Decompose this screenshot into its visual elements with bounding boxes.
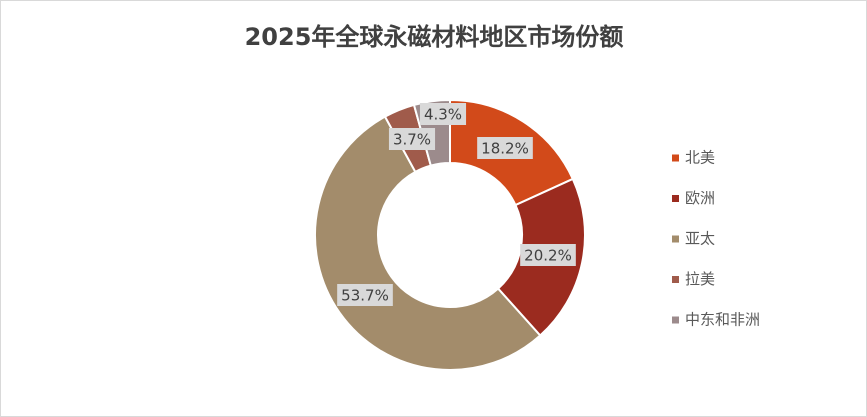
data-label-group: 53.7% [337, 284, 393, 306]
donut-slice [314, 115, 542, 371]
legend-marker [672, 154, 679, 162]
data-label-group: 3.7% [388, 128, 436, 150]
data-label-group: 4.3% [419, 103, 467, 125]
data-label-group: 20.2% [520, 244, 576, 266]
data-label: 4.3% [424, 106, 462, 124]
legend-marker [672, 195, 679, 202]
legend-label: 欧洲 [685, 189, 715, 207]
chart-title: 2025年全球永磁材料地区市场份额 [245, 23, 624, 51]
data-label: 53.7% [341, 287, 389, 305]
legend-marker [672, 235, 679, 243]
data-label-box [388, 128, 436, 150]
data-label-group: 18.2% [477, 137, 533, 159]
legend-marker [672, 276, 679, 283]
data-label-box [337, 284, 393, 306]
data-label-box [520, 244, 576, 266]
data-label-box [419, 103, 467, 125]
legend-label: 亚太 [685, 230, 715, 248]
legend-label: 拉美 [685, 270, 715, 288]
data-label-box [477, 137, 533, 159]
data-label: 20.2% [524, 247, 572, 265]
legend-label: 北美 [685, 149, 715, 167]
legend-marker [672, 316, 679, 324]
data-label: 18.2% [481, 140, 529, 158]
legend-label: 中东和非洲 [685, 311, 760, 329]
data-label: 3.7% [393, 131, 431, 149]
